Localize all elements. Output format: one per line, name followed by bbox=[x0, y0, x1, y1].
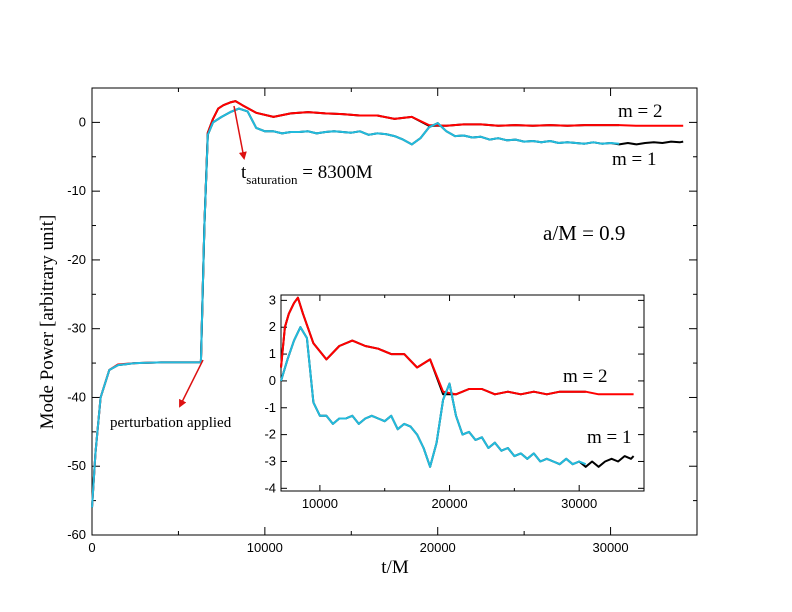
inset-series-line bbox=[280, 296, 634, 396]
inset-y-tick-label: 1 bbox=[269, 346, 276, 361]
saturation-t: t bbox=[241, 162, 247, 183]
inset-y-tick-label: 2 bbox=[269, 319, 276, 334]
inset-m2-label: m = 2 bbox=[563, 366, 608, 387]
inset-series-line bbox=[280, 326, 587, 468]
main-plot-frame bbox=[91, 87, 698, 536]
inset-y-tick-label: 0 bbox=[269, 373, 276, 388]
y-axis-title: Mode Power [arbitrary unit] bbox=[37, 215, 58, 430]
series-line bbox=[91, 107, 620, 508]
saturation-arrow bbox=[233, 105, 247, 160]
inset-y-tick-label: -4 bbox=[264, 480, 276, 495]
inset-y-tick-label: -1 bbox=[264, 400, 276, 415]
y-tick-label: -40 bbox=[67, 389, 86, 404]
y-tick-label: -50 bbox=[67, 458, 86, 473]
saturation-value: = 8300M bbox=[298, 162, 373, 183]
inset-series-group bbox=[280, 296, 635, 468]
y-tick-label: -30 bbox=[67, 321, 86, 336]
y-tick-label: -10 bbox=[67, 183, 86, 198]
inset-m1-label: m = 1 bbox=[587, 427, 632, 448]
inset-x-tick-label: 10000 bbox=[302, 496, 338, 511]
x-tick-label: 30000 bbox=[592, 540, 628, 555]
x-tick-label: 10000 bbox=[247, 540, 283, 555]
x-tick-label: 20000 bbox=[420, 540, 456, 555]
inset-axis-ticks: 10000 20000 30000 3 2 1 0 -1 -2 -3 -4 bbox=[264, 292, 644, 511]
inset-y-tick-label: -3 bbox=[264, 453, 276, 468]
spin-label: a/M = 0.9 bbox=[543, 221, 625, 245]
inset-y-tick-label: 3 bbox=[269, 292, 276, 307]
y-tick-label: -60 bbox=[67, 527, 86, 542]
m2-label: m = 2 bbox=[618, 101, 663, 122]
inset-frame bbox=[280, 294, 645, 492]
main-series-group bbox=[91, 100, 684, 508]
inset-x-tick-label: 30000 bbox=[561, 496, 597, 511]
x-axis-title: t/M bbox=[381, 557, 409, 578]
perturbation-label: perturbation applied bbox=[110, 415, 232, 431]
m1-label: m = 1 bbox=[612, 149, 657, 170]
saturation-label: tsaturation = 8300M bbox=[241, 162, 373, 187]
perturbation-arrow bbox=[179, 359, 204, 408]
saturation-subscript: saturation bbox=[246, 172, 298, 187]
y-tick-label: -20 bbox=[67, 252, 86, 267]
y-tick-label: 0 bbox=[79, 114, 86, 129]
inset-x-tick-label: 20000 bbox=[431, 496, 467, 511]
inset-y-tick-label: -2 bbox=[264, 427, 276, 442]
x-tick-label: 0 bbox=[88, 540, 95, 555]
